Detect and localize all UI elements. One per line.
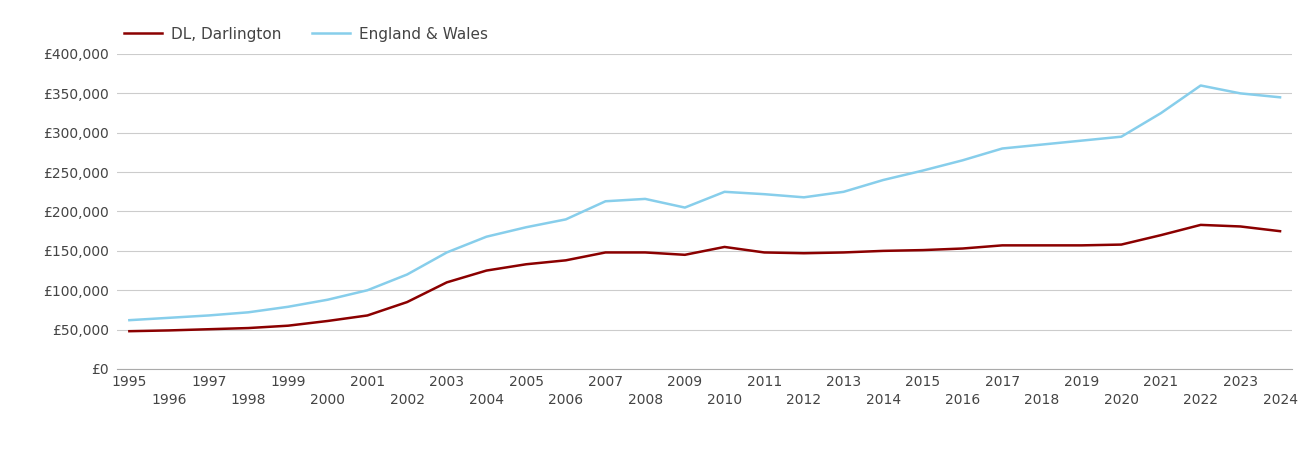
DL, Darlington (1074, 243, 1090, 248)
England & Wales (399, 272, 415, 277)
DL, Darlington (1113, 242, 1129, 247)
England & Wales (637, 196, 652, 202)
DL, Darlington (121, 328, 137, 334)
DL, Darlington (915, 248, 930, 253)
England & Wales (835, 189, 851, 194)
DL, Darlington (518, 261, 534, 267)
England & Wales (1034, 142, 1049, 147)
England & Wales (1113, 134, 1129, 140)
DL, Darlington (201, 327, 217, 332)
Line: England & Wales: England & Wales (129, 86, 1280, 320)
DL, Darlington (320, 318, 335, 324)
England & Wales (438, 250, 454, 255)
England & Wales (994, 146, 1010, 151)
England & Wales (320, 297, 335, 302)
DL, Darlington (399, 299, 415, 305)
England & Wales (796, 194, 812, 200)
England & Wales (559, 216, 574, 222)
DL, Darlington (677, 252, 693, 257)
England & Wales (518, 225, 534, 230)
England & Wales (281, 304, 296, 310)
England & Wales (757, 191, 773, 197)
England & Wales (1232, 90, 1248, 96)
DL, Darlington (835, 250, 851, 255)
England & Wales (1272, 94, 1288, 100)
Legend: DL, Darlington, England & Wales: DL, Darlington, England & Wales (117, 21, 495, 48)
DL, Darlington (598, 250, 613, 255)
England & Wales (1154, 110, 1169, 116)
England & Wales (955, 158, 971, 163)
England & Wales (1193, 83, 1208, 88)
England & Wales (677, 205, 693, 210)
England & Wales (479, 234, 495, 239)
England & Wales (1074, 138, 1090, 143)
DL, Darlington (1154, 232, 1169, 238)
England & Wales (121, 317, 137, 323)
England & Wales (360, 288, 376, 293)
DL, Darlington (955, 246, 971, 251)
England & Wales (598, 198, 613, 204)
DL, Darlington (559, 257, 574, 263)
DL, Darlington (1193, 222, 1208, 228)
England & Wales (201, 313, 217, 318)
DL, Darlington (1272, 229, 1288, 234)
DL, Darlington (757, 250, 773, 255)
DL, Darlington (162, 328, 177, 333)
England & Wales (240, 310, 256, 315)
DL, Darlington (479, 268, 495, 273)
England & Wales (915, 168, 930, 173)
DL, Darlington (438, 279, 454, 285)
DL, Darlington (360, 313, 376, 318)
DL, Darlington (637, 250, 652, 255)
England & Wales (162, 315, 177, 320)
DL, Darlington (796, 251, 812, 256)
Line: DL, Darlington: DL, Darlington (129, 225, 1280, 331)
DL, Darlington (240, 325, 256, 331)
DL, Darlington (1232, 224, 1248, 229)
England & Wales (716, 189, 732, 194)
DL, Darlington (994, 243, 1010, 248)
DL, Darlington (281, 323, 296, 328)
England & Wales (876, 177, 891, 183)
DL, Darlington (716, 244, 732, 250)
DL, Darlington (1034, 243, 1049, 248)
DL, Darlington (876, 248, 891, 253)
